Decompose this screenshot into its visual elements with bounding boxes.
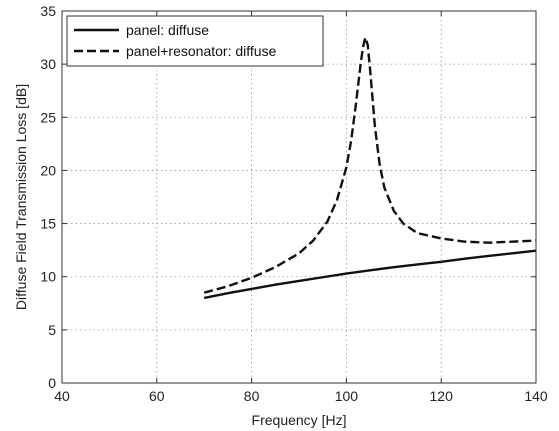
y-tick-label: 25 xyxy=(40,109,56,125)
legend-label-panel: panel: diffuse xyxy=(126,22,209,38)
x-tick-label: 40 xyxy=(54,388,70,404)
y-tick-label: 15 xyxy=(40,216,56,232)
tick-marks xyxy=(61,10,537,384)
y-tick-label: 30 xyxy=(40,56,56,72)
y-tick-label: 5 xyxy=(48,322,56,338)
grid-lines xyxy=(62,11,536,383)
series-panel-line xyxy=(203,249,537,300)
x-tick-label: 60 xyxy=(149,388,165,404)
legend-box xyxy=(66,15,324,67)
x-tick-label: 120 xyxy=(430,388,454,404)
x-tick-label: 140 xyxy=(524,388,548,404)
y-tick-label: 10 xyxy=(40,269,56,285)
series-layer xyxy=(203,36,537,300)
legend: panel: diffuse panel+resonator: diffuse xyxy=(66,15,324,67)
y-axis-title: Diffuse Field Transmission Loss [dB] xyxy=(13,84,29,310)
series-panel-resonator-line xyxy=(203,36,537,294)
x-axis-title: Frequency [Hz] xyxy=(252,412,347,428)
x-tick-label: 100 xyxy=(335,388,359,404)
x-tick-labels: 40 60 80 100 120 140 xyxy=(54,388,548,404)
y-tick-label: 20 xyxy=(40,162,56,178)
y-tick-label: 0 xyxy=(48,375,56,391)
legend-label-panel-resonator: panel+resonator: diffuse xyxy=(126,43,277,59)
y-tick-labels: 0 5 10 15 20 25 30 35 xyxy=(40,3,56,391)
y-tick-label: 35 xyxy=(40,3,56,19)
plot-frame xyxy=(61,10,537,384)
x-tick-label: 80 xyxy=(244,388,260,404)
